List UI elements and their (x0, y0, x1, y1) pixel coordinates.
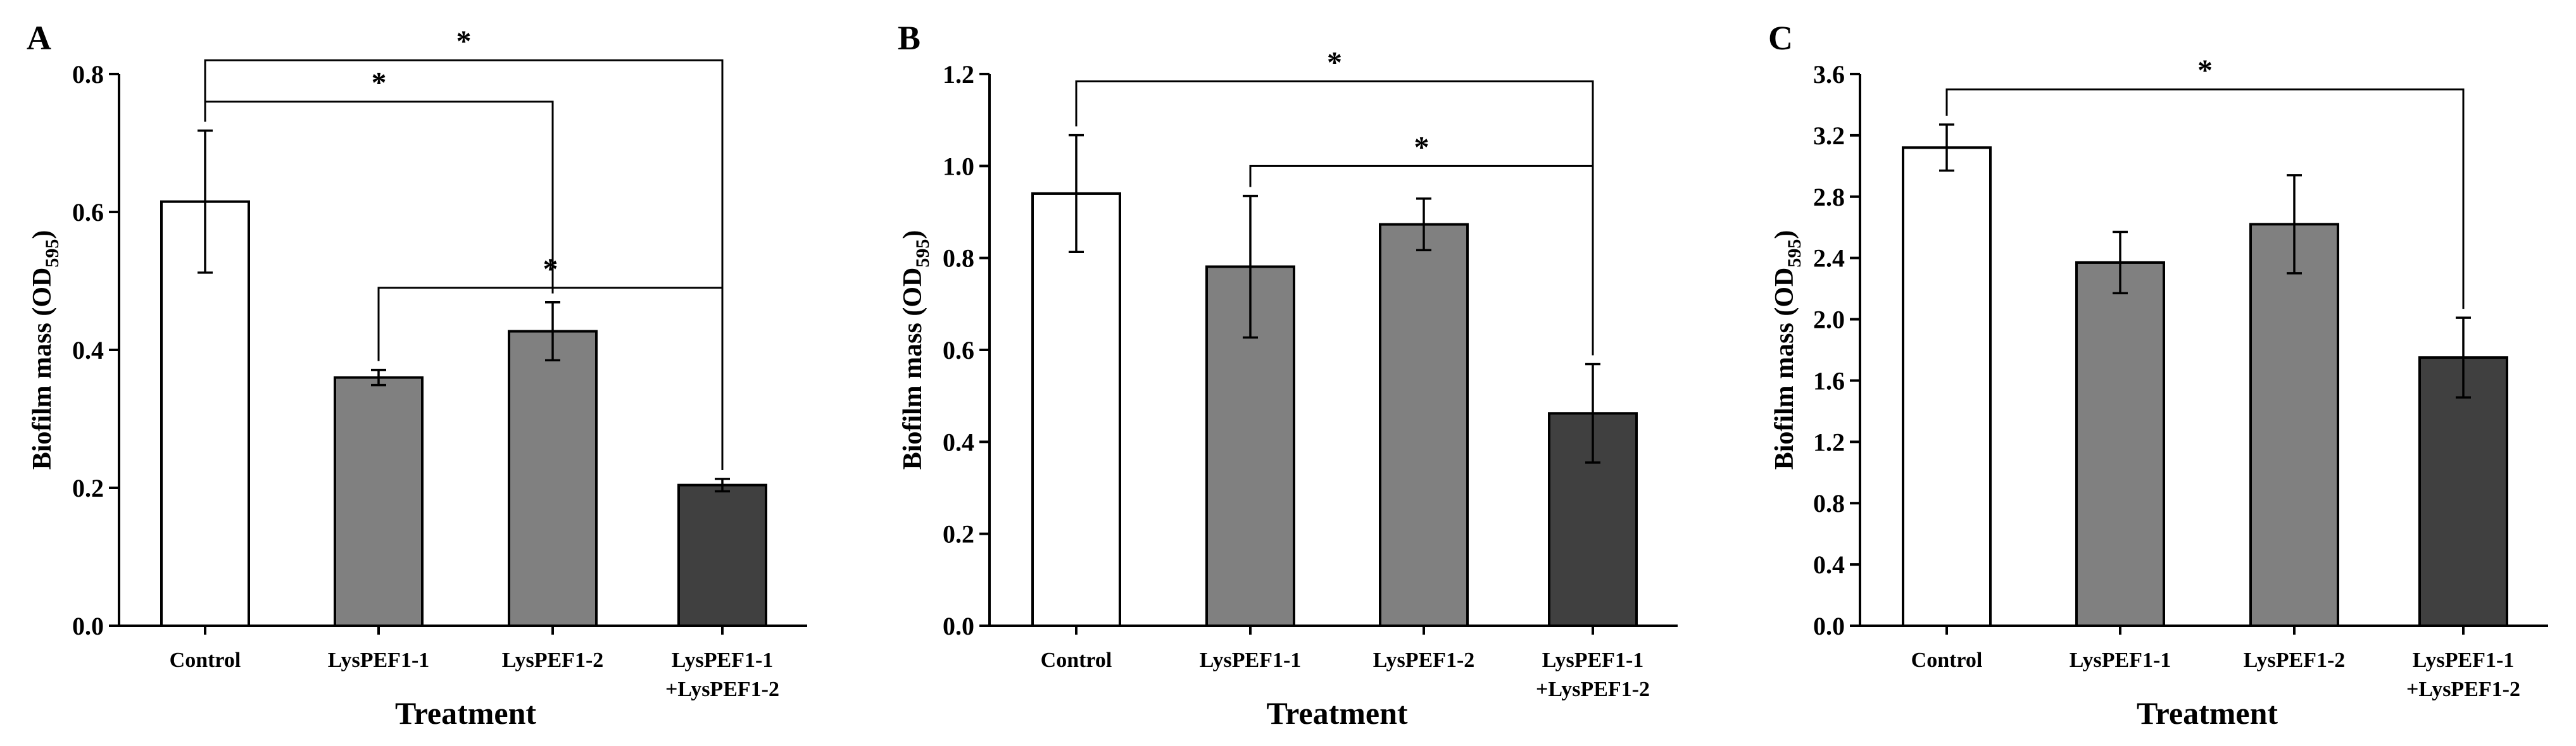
bar (1902, 146, 1992, 627)
significance-bracket (1945, 88, 2465, 309)
significance-star: * (372, 66, 387, 100)
bar (508, 330, 598, 627)
x-tick-label: LysPEF1-1 (672, 649, 774, 672)
significance-bracket (204, 59, 724, 470)
y-tick-label: 0.4 (72, 336, 104, 364)
y-tick-label: 1.6 (1813, 366, 1845, 395)
x-tick-label: LysPEF1-1 (1542, 649, 1644, 672)
significance-bracket (1075, 80, 1594, 356)
y-tick-label: 1.2 (943, 60, 974, 89)
y-axis-title-end: ) (28, 230, 57, 239)
y-axis-title: Biofilm mass (OD595) (1770, 230, 1805, 470)
x-tick-label-line2: +LysPEF1-2 (1536, 678, 1650, 701)
x-tick-label: Control (1041, 649, 1112, 672)
bar (2418, 356, 2508, 627)
bar (1031, 192, 1121, 627)
bar (2075, 261, 2165, 627)
y-axis-title-main: Biofilm mass (OD (28, 268, 57, 470)
y-axis-title-end: ) (1770, 230, 1799, 239)
x-tick-label: Control (1911, 649, 1983, 672)
y-tick-label: 3.6 (1813, 60, 1845, 89)
y-axis-title-main: Biofilm mass (OD (1770, 268, 1799, 470)
bar (2249, 223, 2339, 627)
panel-a: A 0.0 0.2 0.4 0.6 0.8 Control LysPEF1-1 LysPEF1-… (27, 19, 807, 731)
x-axis-title: Treatment (1266, 695, 1407, 731)
panel-c: C 0.0 0.4 0.8 1.2 1.6 2.0 2.4 2.8 3.2 3.6 Control Ly… (1768, 19, 2548, 731)
panel-letter: B (898, 19, 920, 57)
y-tick-label: 2.0 (1813, 306, 1845, 334)
y-tick-label: 0.0 (1813, 612, 1845, 640)
y-tick-label: 0.4 (943, 428, 974, 456)
panel-letter: A (27, 19, 51, 57)
y-tick-label: 0.0 (943, 612, 974, 640)
x-tick-label: Control (170, 649, 241, 672)
y-tick-label: 0.2 (943, 520, 974, 549)
y-tick-label: 0.8 (72, 60, 104, 89)
y-axis-title-main: Biofilm mass (OD (898, 268, 927, 470)
y-tick-label: 0.8 (1813, 489, 1845, 518)
y-axis-title: Biofilm mass (OD595) (898, 230, 933, 470)
y-tick-label: 0.6 (72, 198, 104, 227)
significance-star: * (1414, 130, 1429, 164)
x-tick-label: LysPEF1-1 (2070, 649, 2171, 672)
bar (1379, 223, 1469, 627)
y-tick-label: 0.8 (943, 244, 974, 273)
x-axis-title: Treatment (2137, 695, 2278, 731)
y-tick-label: 2.8 (1813, 183, 1845, 211)
significance-bracket (204, 101, 554, 294)
y-axis-title-end: ) (898, 230, 927, 239)
y-axis-title: Biofilm mass (OD595) (28, 230, 63, 470)
bar (677, 483, 767, 628)
x-tick-label: LysPEF1-2 (502, 649, 604, 672)
y-tick-label: 3.2 (1813, 121, 1845, 150)
significance-bracket (1249, 165, 1594, 356)
significance-bracket (377, 287, 724, 470)
y-tick-label: 1.2 (1813, 428, 1845, 456)
bar (334, 376, 424, 627)
y-axis-title-subscript: 595 (912, 239, 933, 268)
y-axis-title-subscript: 595 (42, 239, 63, 268)
significance-star: * (543, 252, 558, 286)
y-tick-label: 1.0 (943, 152, 974, 180)
y-tick-label: 0.4 (1813, 550, 1845, 579)
panel-letter: C (1768, 19, 1793, 57)
significance-star: * (1327, 46, 1342, 80)
y-tick-label: 0.2 (72, 474, 104, 502)
x-tick-label: LysPEF1-1 (328, 649, 430, 672)
panel-b: B 0.0 0.2 0.4 0.6 0.8 1.0 1.2 Control LysPEF1-1 Ly… (898, 19, 1678, 731)
x-axis-title: Treatment (395, 695, 536, 731)
x-tick-label-line2: +LysPEF1-2 (2406, 678, 2520, 701)
y-tick-label: 0.6 (943, 336, 974, 364)
x-tick-label: LysPEF1-2 (1373, 649, 1475, 672)
y-tick-label: 0.0 (72, 612, 104, 640)
x-tick-label-line2: +LysPEF1-2 (665, 678, 779, 701)
y-axis-title-subscript: 595 (1784, 239, 1805, 268)
significance-star: * (2197, 54, 2213, 87)
x-tick-label: LysPEF1-1 (1200, 649, 1302, 672)
significance-star: * (456, 25, 472, 58)
x-tick-label: LysPEF1-2 (2244, 649, 2346, 672)
x-tick-label: LysPEF1-1 (2413, 649, 2515, 672)
y-tick-label: 2.4 (1813, 244, 1845, 273)
